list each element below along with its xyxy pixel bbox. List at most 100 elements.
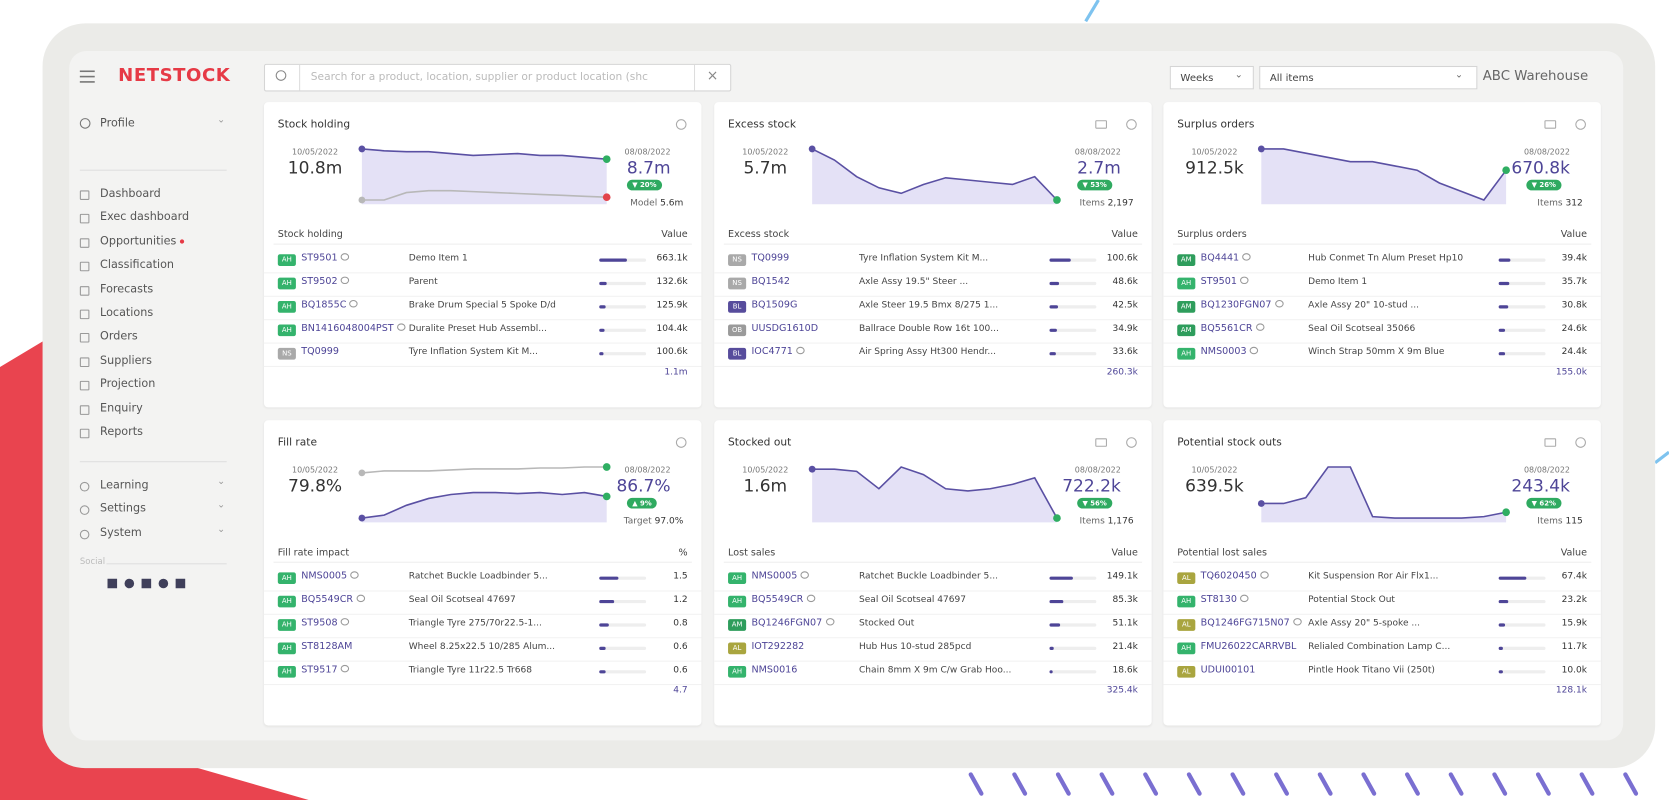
social-icon[interactable] xyxy=(158,578,169,589)
table-row[interactable]: NS BQ1542 Axle Assy 19.5" Steer ... 48.6k xyxy=(714,272,1152,297)
help-icon[interactable] xyxy=(1575,119,1586,130)
table-row[interactable]: AM BQ5561CR Seal Oil Scotseal 35066 24.6k xyxy=(1163,319,1601,344)
tag: AH xyxy=(277,277,296,290)
item-code[interactable]: BQ1246FG715N07 xyxy=(1201,618,1302,629)
export-icon[interactable] xyxy=(1544,120,1557,129)
table-row[interactable]: OB UUSDG1610D Ballrace Double Row 16t 100.… xyxy=(714,319,1152,344)
item-code[interactable]: UDUI00101 xyxy=(1200,664,1256,676)
clear-button[interactable]: × xyxy=(706,68,719,85)
table-row[interactable]: AL BQ1246FG715N07 Axle Assy 20" 5-spoke ..… xyxy=(1163,614,1601,639)
help-icon[interactable] xyxy=(1575,437,1586,448)
item-code[interactable]: UUSDG1610D xyxy=(751,323,819,335)
nav-item[interactable]: Reports xyxy=(75,426,233,443)
table-row[interactable]: AM BQ4441 Hub Conmet Tn Alum Preset Hp10 39… xyxy=(1163,249,1601,274)
tag: AH xyxy=(277,642,296,655)
help-icon[interactable] xyxy=(675,119,687,130)
item-code[interactable]: BQ1246FGN07 xyxy=(751,618,834,629)
table-row[interactable]: NS TQ0999 Tyre Inflation System Kit M... 10… xyxy=(714,249,1152,274)
nav-item[interactable]: Enquiry xyxy=(75,402,233,419)
item-code[interactable]: ST8130 xyxy=(1201,594,1249,605)
profile[interactable]: Profile ⌄ xyxy=(75,115,233,134)
item-code[interactable]: TQ0999 xyxy=(301,346,340,358)
help-icon[interactable] xyxy=(675,437,687,448)
item-code[interactable]: BN1416048004PST xyxy=(301,323,406,334)
filter-select[interactable]: All items ⌄ xyxy=(1259,65,1478,90)
period-select[interactable]: Weeks ⌄ xyxy=(1169,65,1254,90)
item-code[interactable]: ST9508 xyxy=(301,618,350,629)
help-icon[interactable] xyxy=(1126,119,1137,130)
table-row[interactable]: AH ST8128AM Wheel 8.25x22.5 10/285 Alum...… xyxy=(263,637,702,662)
nav-group[interactable]: System ⌄ xyxy=(75,524,233,543)
item-code[interactable]: ST8128AM xyxy=(301,641,353,653)
table-row[interactable]: AH BQ1855C Brake Drum Special 5 Spoke D/d 1… xyxy=(263,296,702,321)
search-box[interactable]: Search for a product, location, supplier… xyxy=(263,63,732,92)
item-code[interactable]: NMS0016 xyxy=(751,664,798,676)
table-row[interactable]: AM BQ1230FGN07 Axle Assy 20" 10-stud ... 30… xyxy=(1163,296,1601,321)
item-code[interactable]: BQ1542 xyxy=(751,276,790,288)
table-row[interactable]: AL TQ6020450 Kit Suspension Ror Air Flx1..… xyxy=(1163,567,1601,592)
table-row[interactable]: AH ST9501 Demo Item 1 35.7k xyxy=(1163,272,1601,297)
nav-item[interactable]: Dashboard xyxy=(75,187,233,204)
table-row[interactable]: AH ST9517 Triangle Tyre 11r22.5 Tr668 0.6 xyxy=(263,661,702,686)
nav-item[interactable]: Forecasts xyxy=(75,283,233,300)
item-code[interactable]: FMU26022CARRVBL xyxy=(1200,641,1297,653)
table-row[interactable]: AH ST9508 Triangle Tyre 275/70r22.5-1... 0.… xyxy=(263,614,702,639)
item-code[interactable]: NMS0003 xyxy=(1201,346,1259,357)
nav-item[interactable]: Suppliers xyxy=(75,354,233,371)
nav-item[interactable]: Exec dashboard xyxy=(75,211,233,228)
table-row[interactable]: AH ST8130 Potential Stock Out 23.2k xyxy=(1163,590,1601,615)
table-row[interactable]: AM BQ1246FGN07 Stocked Out 51.1k xyxy=(714,614,1152,639)
nav-item[interactable]: Orders xyxy=(75,330,233,347)
item-code[interactable]: NMS0005 xyxy=(751,571,810,582)
warehouse[interactable]: ABC Warehouse xyxy=(1482,67,1589,83)
export-icon[interactable] xyxy=(1095,120,1107,129)
social-icon[interactable] xyxy=(141,578,152,589)
item-code[interactable]: BQ1855C xyxy=(301,299,359,311)
menu-icon[interactable] xyxy=(79,70,95,83)
item-code[interactable]: BQ5549CR xyxy=(301,594,365,605)
export-icon[interactable] xyxy=(1544,438,1557,447)
table-row[interactable]: BL BQ1509G Axle Steer 19.5 Bmx 8/275 1... 4… xyxy=(714,296,1152,321)
table-row[interactable]: AH FMU26022CARRVBL Relialed Combination La… xyxy=(1163,637,1601,662)
table-row[interactable]: AH NMS0003 Winch Strap 50mm X 9m Blue 24.4k xyxy=(1163,343,1601,368)
item-code[interactable]: BQ5549CR xyxy=(751,594,816,605)
item-code[interactable]: IOT292282 xyxy=(751,641,805,653)
item-code[interactable]: ST9502 xyxy=(301,276,350,287)
item-code[interactable]: ST9501 xyxy=(1201,276,1249,287)
table-row[interactable]: AH BN1416048004PST Duralite Preset Hub Ass… xyxy=(263,319,702,344)
table-row[interactable]: AH NMS0005 Ratchet Buckle Loadbinder 5... 1… xyxy=(263,567,702,592)
nav-item[interactable]: Locations xyxy=(75,306,233,323)
social-icon[interactable] xyxy=(107,578,118,589)
item-code[interactable]: TQ6020450 xyxy=(1201,571,1269,582)
table-row[interactable]: AL UDUI00101 Pintle Hook Titano Vii (250t)… xyxy=(1163,661,1601,686)
help-icon[interactable] xyxy=(1126,437,1137,448)
table-row[interactable]: AH BQ5549CR Seal Oil Scotseal 47697 85.3k xyxy=(714,590,1152,615)
item-code[interactable]: BQ1509G xyxy=(751,299,798,311)
table-row[interactable]: BL IOC4771 Air Spring Assy Ht300 Hendr... 3… xyxy=(714,343,1152,368)
table-row[interactable]: AH BQ5549CR Seal Oil Scotseal 47697 1.2 xyxy=(263,590,702,615)
item-code[interactable]: ST9501 xyxy=(301,253,350,264)
item-code[interactable]: NMS0005 xyxy=(301,571,359,582)
table-row[interactable]: AH ST9502 Parent 132.6k xyxy=(263,272,702,297)
item-code[interactable]: BQ1230FGN07 xyxy=(1201,299,1284,311)
social-icon[interactable] xyxy=(175,578,186,589)
table-row[interactable]: AH ST9501 Demo Item 1 663.1k xyxy=(263,249,702,274)
table-row[interactable]: NS TQ0999 Tyre Inflation System Kit M... 10… xyxy=(263,343,702,368)
item-code[interactable]: IOC4771 xyxy=(751,346,805,357)
item-code[interactable]: BQ5561CR xyxy=(1201,323,1265,334)
end-date: 08/08/2022 xyxy=(1074,464,1121,475)
item-code[interactable]: BQ4441 xyxy=(1201,253,1251,264)
nav-group[interactable]: Learning ⌄ xyxy=(75,477,233,496)
item-code[interactable]: TQ0999 xyxy=(751,253,790,264)
item-code[interactable]: ST9517 xyxy=(301,664,350,676)
logo[interactable]: NETSTOCK xyxy=(118,64,231,87)
table-row[interactable]: AH NMS0016 Chain 8mm X 9m C/w Grab Hoo... 1… xyxy=(714,661,1152,686)
nav-item[interactable]: Opportunities xyxy=(75,235,233,252)
export-icon[interactable] xyxy=(1095,438,1107,447)
nav-item[interactable]: Classification xyxy=(75,259,233,276)
nav-group[interactable]: Settings ⌄ xyxy=(75,500,233,520)
social-icon[interactable] xyxy=(124,578,135,589)
nav-item[interactable]: Projection xyxy=(75,378,233,395)
table-row[interactable]: AH NMS0005 Ratchet Buckle Loadbinder 5... 1… xyxy=(714,567,1152,592)
table-row[interactable]: AL IOT292282 Hub Hus 10-stud 285pcd 21.4k xyxy=(714,637,1152,662)
